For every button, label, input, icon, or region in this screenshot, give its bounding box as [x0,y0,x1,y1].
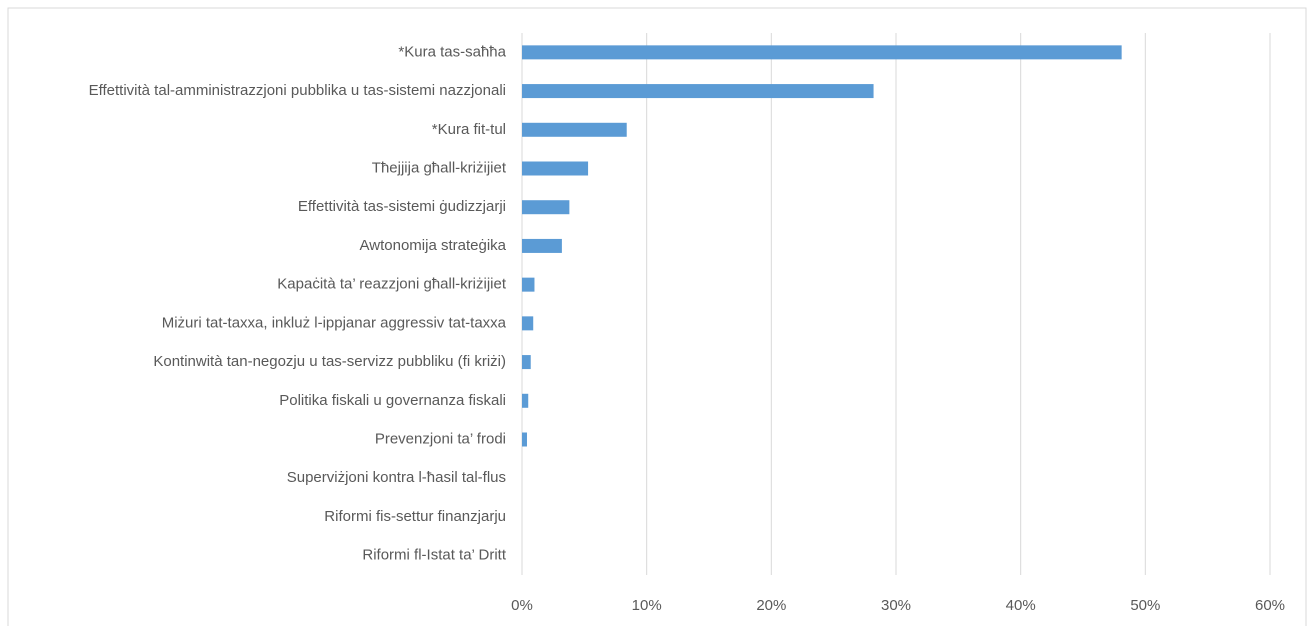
y-tick-label: Effettività tal-amministrazzjoni pubblik… [89,82,506,99]
bar [522,45,1122,60]
y-tick-label: Politika fiskali u governanza fiskali [279,392,506,409]
y-tick-label: Miżuri tat-taxxa, inkluż l-ippjanar aggr… [162,314,507,331]
bar [522,200,570,215]
bar [522,122,627,137]
y-tick-label: Effettività tas-sistemi ġudizzjarji [298,198,506,215]
y-tick-label: Riformi fl-Istat ta’ Dritt [362,547,506,564]
bar [522,355,531,370]
y-tick-label: Tħejjija għall-kriżijiet [372,159,507,176]
chart-frame [7,7,1307,626]
y-tick-label: Prevenzjoni ta’ frodi [375,430,506,447]
y-tick-label: *Kura fit-tul [432,121,506,138]
y-tick-label: Riformi fis-settur finanzjarju [324,508,506,525]
bar [522,84,874,99]
x-tick-label: 20% [756,597,786,614]
x-tick-label: 60% [1255,597,1285,614]
x-tick-label: 10% [632,597,662,614]
bar [522,316,534,331]
x-tick-label: 50% [1130,597,1160,614]
x-tick-label: 40% [1006,597,1036,614]
y-tick-label: Awtonomija strateġika [360,237,507,254]
y-tick-label: *Kura tas-saħħa [398,43,506,60]
bar [522,393,529,408]
y-tick-label: Kontinwità tan-negozju u tas-servizz pub… [153,353,506,370]
x-tick-label: 0% [511,597,533,614]
bar [522,277,535,292]
x-tick-label: 30% [881,597,911,614]
y-tick-label: Kapaċità ta’ reazzjoni għall-kriżijiet [277,276,507,293]
y-tick-label: Superviżjoni kontra l-ħasil tal-flus [287,469,506,486]
bar [522,238,562,253]
bar [522,432,527,447]
bar [522,161,589,176]
